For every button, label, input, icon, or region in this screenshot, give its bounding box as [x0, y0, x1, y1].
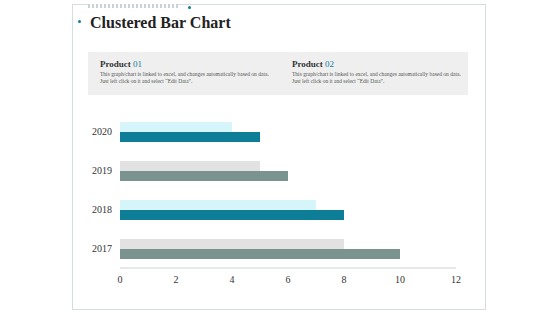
- html-text:Clustered Bar Chart: Clustered Bar Chart: [90, 14, 231, 31]
- html-text:This graph/chart is linked to: This graph/chart is linked to excel, and…: [100, 71, 269, 84]
- svg-text:6: 6: [286, 274, 291, 285]
- svg-text:8: 8: [342, 274, 347, 285]
- svg-text:10: 10: [395, 274, 405, 285]
- svg-text:2: 2: [174, 274, 179, 285]
- svg-text:2018: 2018: [92, 204, 112, 215]
- svg-text:12: 12: [451, 274, 461, 285]
- html-text:Product 02: Product 02: [292, 59, 335, 69]
- svg-text:4: 4: [230, 274, 235, 285]
- svg-text:0: 0: [118, 274, 123, 285]
- html-text:This graph/chart is linked to: This graph/chart is linked to excel, and…: [292, 71, 461, 84]
- svg-text:2017: 2017: [92, 243, 112, 254]
- svg-text:2020: 2020: [92, 126, 112, 137]
- html-text:Product 01: Product 01: [100, 59, 143, 69]
- svg-text:2019: 2019: [92, 165, 112, 176]
